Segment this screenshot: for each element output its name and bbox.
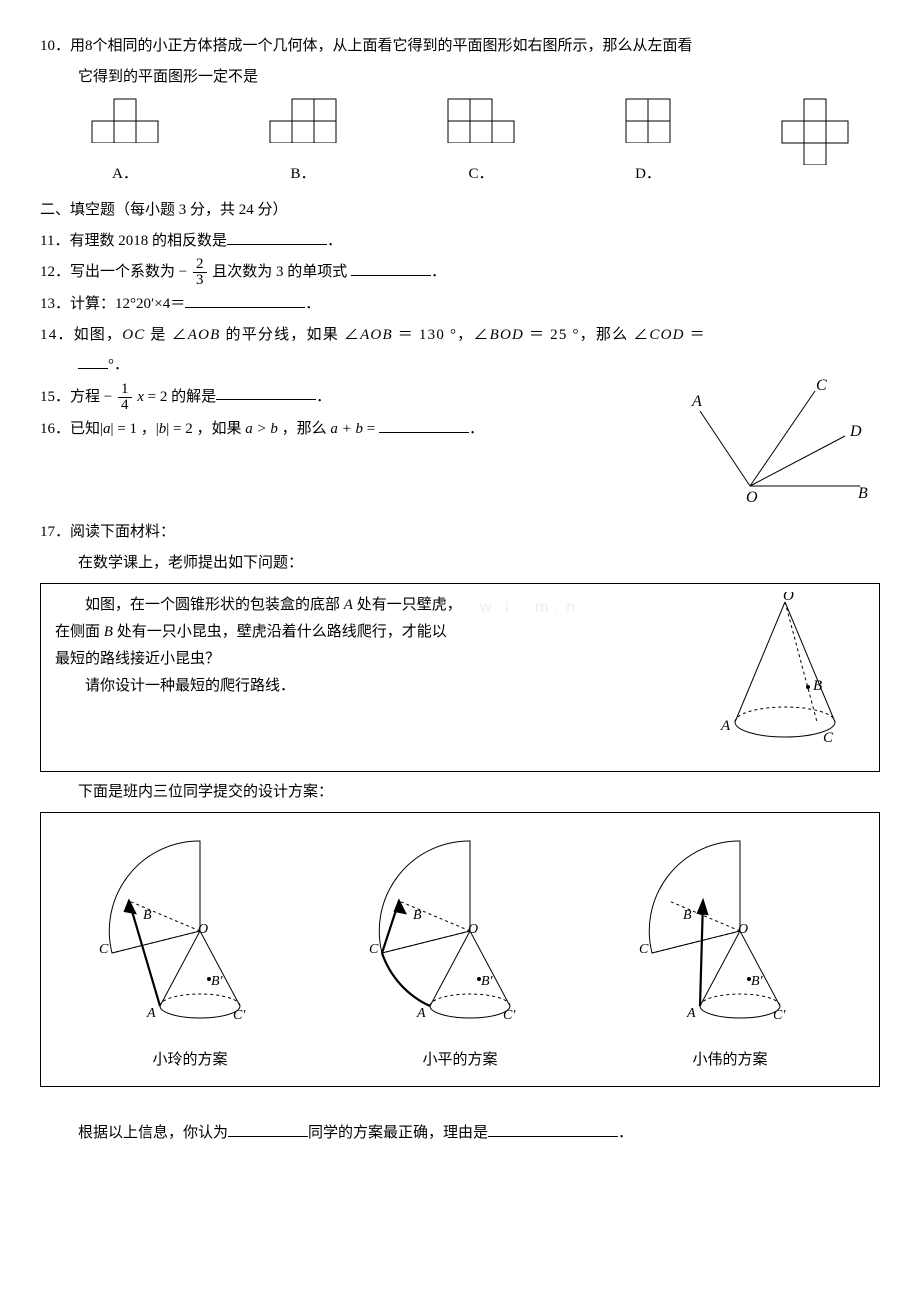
- plans-box: O C B B' A C' 小玲的方案: [40, 812, 880, 1087]
- q10-opt-D: D．: [624, 97, 672, 188]
- q10-text: 用8个相同的小正方体搭成一个几何体，从上面看它得到的平面图形如右图所示，那么从左…: [70, 38, 693, 54]
- svg-text:O: O: [198, 922, 208, 937]
- svg-text:O: O: [783, 592, 794, 604]
- svg-text:O: O: [738, 922, 748, 937]
- svg-text:C: C: [99, 942, 109, 957]
- svg-text:B': B': [211, 974, 224, 989]
- q17: 17．阅读下面材料：: [40, 518, 880, 547]
- svg-text:C': C': [503, 1008, 516, 1023]
- plans-intro: 下面是班内三位同学提交的设计方案：: [40, 778, 880, 807]
- label-O: O: [746, 489, 758, 506]
- svg-text:B: B: [813, 678, 822, 694]
- q12-blank: [351, 258, 431, 276]
- q11: 11．有理数 2018 的相反数是．: [40, 227, 880, 256]
- svg-text:C: C: [823, 730, 834, 746]
- q12-neg: −: [179, 264, 187, 280]
- q17end-blank2: [488, 1120, 618, 1138]
- q12-post: 且次数为 3 的单项式: [212, 264, 351, 280]
- svg-text:A: A: [416, 1006, 426, 1021]
- angle-figure: A C D B O: [670, 376, 870, 517]
- q10-num: 10．: [40, 38, 70, 54]
- cone-figure: O A B C: [705, 592, 865, 763]
- q14: 14．如图，OC 是 ∠AOB 的平分线，如果 ∠AOB ＝ 130 °，∠BO…: [40, 321, 880, 350]
- q17end-blank1: [228, 1120, 308, 1138]
- q13-num: 13．: [40, 296, 70, 312]
- q10-label-C: C．: [446, 160, 516, 189]
- q10-label-D: D．: [624, 160, 672, 189]
- svg-text:B: B: [143, 908, 152, 923]
- svg-text:A: A: [686, 1006, 696, 1021]
- shape-E: [780, 97, 850, 165]
- shape-B: [268, 97, 338, 143]
- q10-label-A: A．: [90, 160, 160, 189]
- q11-blank: [227, 227, 327, 245]
- svg-text:C: C: [369, 942, 379, 957]
- cone-problem-box: 如图，在一个圆锥形状的包装盒的底部 A 处有一只壁虎， 在侧面 B 处有一只小昆…: [40, 583, 880, 772]
- cone-text: 如图，在一个圆锥形状的包装盒的底部 A 处有一只壁虎， 在侧面 B 处有一只小昆…: [55, 592, 705, 763]
- q17-num: 17．: [40, 524, 70, 540]
- plan2-label: 小平的方案: [355, 1046, 565, 1075]
- plan-2: O C B B' A C' 小平的方案: [355, 831, 565, 1074]
- q10-opt-A: A．: [90, 97, 160, 188]
- q11-text: 有理数 2018 的相反数是: [69, 233, 227, 249]
- q13: 13．计算：12°20′×4＝．: [40, 290, 880, 319]
- svg-text:C: C: [639, 942, 649, 957]
- q16-blank: [379, 415, 469, 433]
- q11-num: 11．: [40, 233, 69, 249]
- q12-frac: 23: [193, 257, 207, 288]
- label-C: C: [816, 377, 827, 394]
- plans-row: O C B B' A C' 小玲的方案: [55, 821, 865, 1078]
- plan-3: O C B B' A C' 小伟的方案: [625, 831, 835, 1074]
- svg-text:B: B: [413, 908, 422, 923]
- q13-blank: [185, 291, 305, 309]
- q12-num: 12．: [40, 264, 70, 280]
- label-A: A: [691, 393, 702, 410]
- q14-num: 14．: [40, 327, 74, 343]
- q10-line1: 10．用8个相同的小正方体搭成一个几何体，从上面看它得到的平面图形如右图所示，那…: [40, 32, 880, 61]
- svg-text:B': B': [481, 974, 494, 989]
- shape-C: [446, 97, 516, 143]
- q17-end: 根据以上信息，你认为同学的方案最正确，理由是．: [40, 1119, 880, 1148]
- svg-text:B: B: [683, 908, 692, 923]
- q15-num: 15．: [40, 388, 70, 404]
- q10-opt-E: [780, 97, 850, 188]
- q13-text: 计算：12°20′×4＝: [70, 296, 185, 312]
- q16-num: 16．: [40, 421, 70, 437]
- svg-text:C': C': [233, 1008, 246, 1023]
- q17-t2: 在数学课上，老师提出如下问题：: [40, 549, 880, 578]
- q14-blank: [78, 352, 108, 370]
- q10-label-B: B．: [268, 160, 338, 189]
- shape-D: [624, 97, 672, 143]
- q15-blank: [216, 383, 316, 401]
- q12: 12．写出一个系数为 − 23 且次数为 3 的单项式 ．: [40, 257, 880, 288]
- plan-1: O C B B' A C' 小玲的方案: [85, 831, 295, 1074]
- label-D: D: [849, 423, 862, 440]
- q15-frac: 14: [118, 382, 132, 413]
- shape-A: [90, 97, 160, 143]
- section2-title: 二、填空题（每小题 3 分，共 24 分）: [40, 196, 880, 225]
- plan3-label: 小伟的方案: [625, 1046, 835, 1075]
- plan1-label: 小玲的方案: [85, 1046, 295, 1075]
- svg-text:B': B': [751, 974, 764, 989]
- q10-opt-C: C．: [446, 97, 516, 188]
- svg-text:A: A: [720, 718, 731, 734]
- svg-text:C': C': [773, 1008, 786, 1023]
- label-B: B: [858, 485, 868, 502]
- q10-opt-B: B．: [268, 97, 338, 188]
- q10-shapes: A． B． C． D．: [40, 97, 880, 188]
- svg-text:O: O: [468, 922, 478, 937]
- svg-text:A: A: [146, 1006, 156, 1021]
- q10-line2: 它得到的平面图形一定不是: [40, 63, 880, 92]
- q12-pre: 写出一个系数为: [70, 264, 175, 280]
